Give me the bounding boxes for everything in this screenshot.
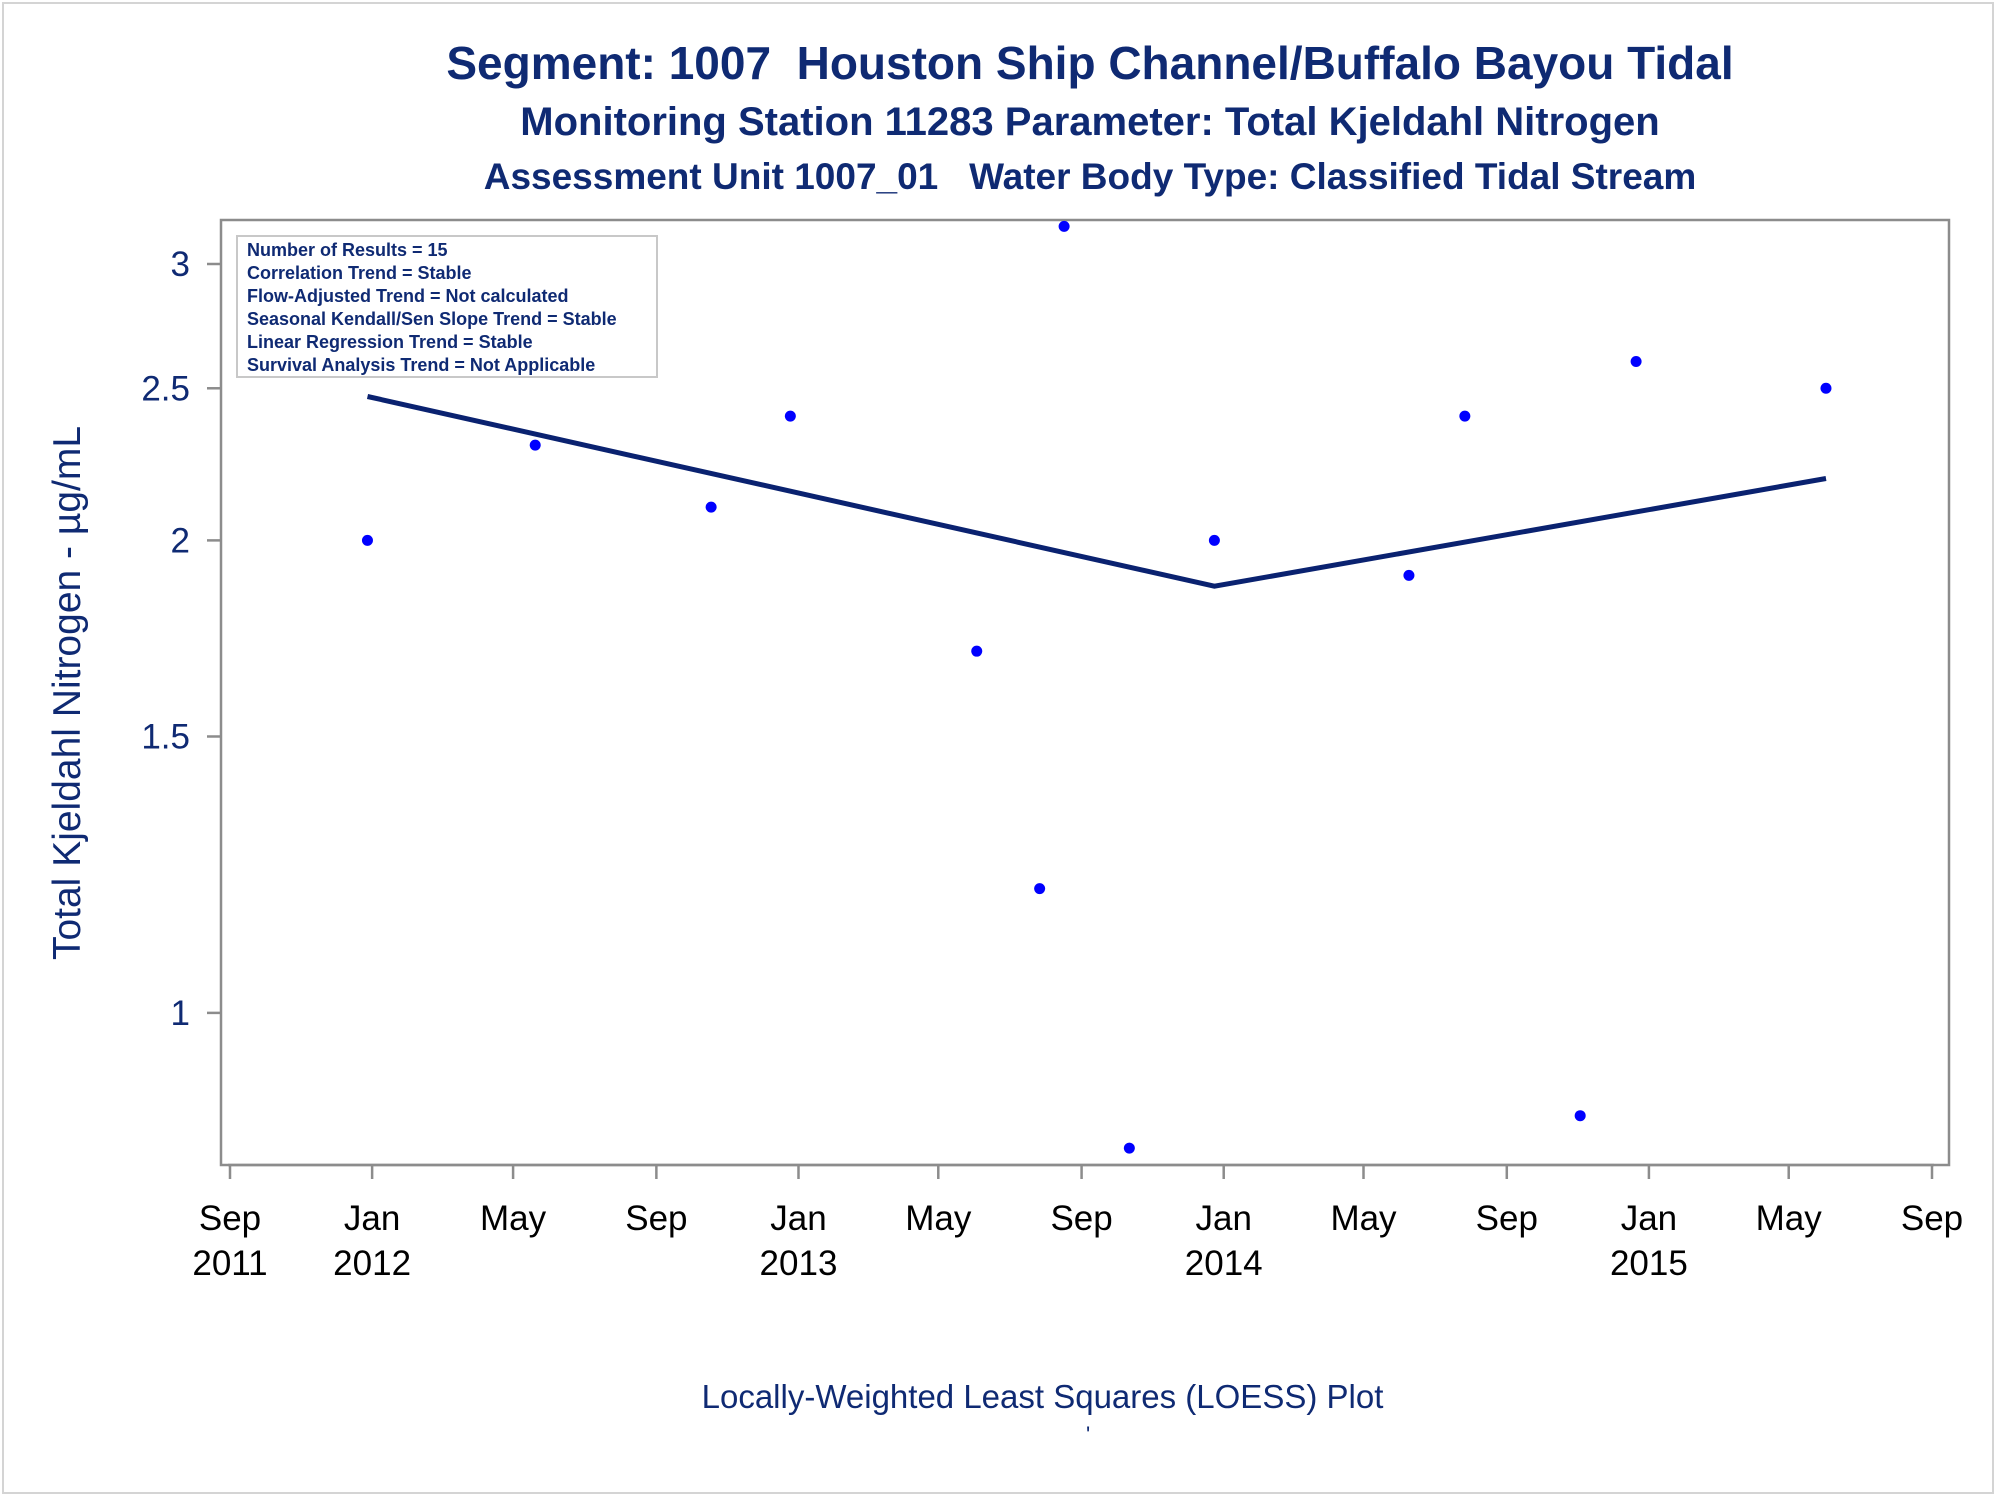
legend-line: Flow-Adjusted Trend = Not calculated	[247, 286, 569, 306]
chart-title: Segment: 1007 Houston Ship Channel/Buffa…	[446, 37, 1734, 89]
data-point	[705, 501, 717, 513]
x-tick-label-month: Sep	[199, 1199, 261, 1238]
data-point	[1034, 883, 1046, 895]
x-tick-label-year: 2011	[192, 1244, 267, 1283]
x-tick-label-month: Sep	[1476, 1199, 1538, 1238]
x-tick-label-month: May	[480, 1199, 547, 1238]
legend-line: Correlation Trend = Stable	[247, 263, 472, 283]
legend-line: Number of Results = 15	[247, 240, 448, 260]
x-tick-label-month: May	[905, 1199, 972, 1238]
legend-line: Survival Analysis Trend = Not Applicable	[247, 355, 595, 375]
y-tick-label: 3	[171, 245, 190, 284]
x-tick-label-month: Jan	[770, 1199, 826, 1238]
y-tick-label: 2.5	[141, 369, 190, 408]
legend-line: Seasonal Kendall/Sen Slope Trend = Stabl…	[247, 309, 617, 329]
y-axis-label: Total Kjeldahl Nitrogen - µg/mL	[46, 426, 89, 960]
x-tick-label-month: May	[1330, 1199, 1397, 1238]
x-tick-label-year: 2013	[760, 1244, 838, 1283]
data-point	[361, 534, 373, 546]
footnote-mark: '	[1086, 1422, 1091, 1447]
chart-subtitle: Monitoring Station 11283 Parameter: Tota…	[520, 100, 1660, 144]
data-point	[1574, 1110, 1586, 1122]
y-tick-label: 1.5	[141, 717, 190, 756]
x-axis: Sep 2011 Jan 2012 May Sep Jan 2013 May Sep Jan 2014…	[192, 1163, 1963, 1283]
x-tick-label-month: Jan	[1195, 1199, 1251, 1238]
legend-line: Linear Regression Trend = Stable	[247, 332, 533, 352]
data-point	[971, 645, 983, 657]
chart-subtitle-secondary: Assessment Unit 1007_01 Water Body Type:…	[483, 156, 1697, 197]
x-tick-label-month: Jan	[344, 1199, 400, 1238]
trend-legend-box: Number of Results = 15 Correlation Trend …	[236, 235, 658, 378]
data-point	[1459, 410, 1471, 422]
data-point	[1630, 356, 1642, 368]
y-tick-label: 2	[171, 521, 190, 560]
y-tick-label: 1	[171, 994, 190, 1033]
x-tick-label-year: 2015	[1610, 1244, 1688, 1283]
legend-border	[236, 235, 658, 378]
footnote: Locally-Weighted Least Squares (LOESS) P…	[701, 1378, 1384, 1415]
data-point	[1123, 1142, 1135, 1154]
data-point	[1058, 220, 1070, 232]
x-tick-label-month: Sep	[1901, 1199, 1963, 1238]
data-point	[784, 410, 796, 422]
data-point	[529, 439, 541, 451]
x-tick-label-month: May	[1756, 1199, 1823, 1238]
x-tick-label-month: Jan	[1621, 1199, 1677, 1238]
x-tick-label-month: Sep	[625, 1199, 687, 1238]
data-point	[1208, 534, 1220, 546]
x-tick-label-year: 2014	[1185, 1244, 1263, 1283]
loess-trend-line	[366, 394, 1827, 589]
x-tick-label-month: Sep	[1050, 1199, 1112, 1238]
x-tick-label-year: 2012	[333, 1244, 411, 1283]
data-point	[1403, 569, 1415, 581]
data-point	[1820, 382, 1832, 394]
y-axis: 1 1.5 2 2.5 3	[141, 245, 221, 1033]
